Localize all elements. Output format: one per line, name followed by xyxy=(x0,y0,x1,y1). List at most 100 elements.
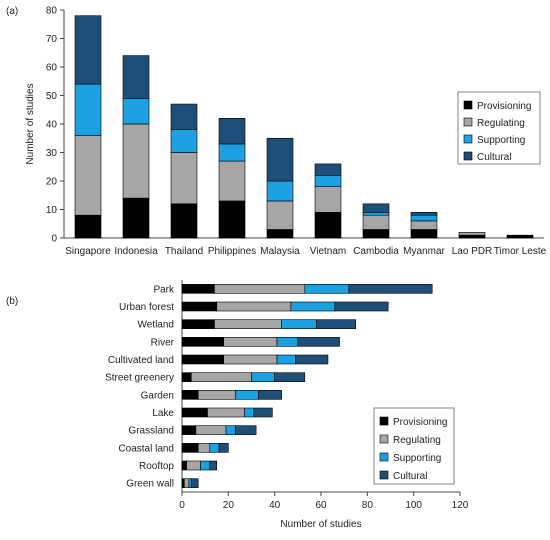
bar-cultivated-land-regulating xyxy=(223,354,278,365)
chart-a-legend-label-provisioning: Provisioning xyxy=(477,101,531,112)
chart-b-legend-swatch-provisioning xyxy=(379,416,389,426)
chart-b-y-tick-label: River xyxy=(151,337,175,348)
chart-a-x-tick-label: Vietnam xyxy=(310,246,347,257)
chart-a-x-tick-label: Lao PDR xyxy=(452,246,493,257)
chart-b-y-tick-label: Cultivated land xyxy=(108,355,174,366)
chart-a-y-axis-label: Number of studies xyxy=(25,83,36,164)
bar-grassland-provisioning xyxy=(181,425,197,435)
chart-a-legend-label-supporting: Supporting xyxy=(477,135,525,146)
chart-a-y-tick-label: 20 xyxy=(46,177,58,188)
bar-green-wall-cultural xyxy=(190,478,199,488)
chart-b-y-tick-label: Street greenery xyxy=(105,373,174,384)
bar-garden-supporting xyxy=(234,390,259,400)
bar-myanmar-provisioning xyxy=(410,229,438,239)
bar-singapore-regulating xyxy=(74,135,102,216)
chart-a-y-tick-label: 70 xyxy=(46,34,58,45)
bar-cambodia-regulating xyxy=(362,214,390,230)
bar-rooftop-cultural xyxy=(209,460,218,471)
chart-b-legend-swatch-regulating xyxy=(379,434,389,444)
bar-green-wall-regulating xyxy=(184,478,190,488)
chart-a-legend-swatch-supporting xyxy=(463,134,473,144)
bar-wetland-provisioning xyxy=(181,319,215,329)
bar-park-cultural xyxy=(348,284,433,294)
chart-a-y-tick-label: 10 xyxy=(46,205,58,216)
chart-a-legend-swatch-cultural xyxy=(463,151,473,161)
chart-b-y-tick-label: Rooftop xyxy=(139,461,174,472)
bar-philippines-supporting xyxy=(218,143,246,162)
bar-indonesia-regulating xyxy=(122,123,150,199)
chart-b-legend-label-provisioning: Provisioning xyxy=(393,417,447,428)
bar-cultivated-land-provisioning xyxy=(181,354,225,365)
chart-a-legend-label-regulating: Regulating xyxy=(477,118,525,129)
chart-a-x-tick-label: Cambodia xyxy=(353,246,399,257)
bar-street-greenery-supporting xyxy=(251,372,275,382)
bar-wetland-regulating xyxy=(214,319,282,329)
chart-b-x-tick-label: 0 xyxy=(179,500,185,511)
bar-river-provisioning xyxy=(181,337,225,347)
bar-vietnam-regulating xyxy=(314,186,342,213)
chart-a-y-tick-label: 50 xyxy=(46,91,58,102)
bar-garden-regulating xyxy=(197,390,236,400)
chart-b-y-tick-label: Wetland xyxy=(137,320,174,331)
bar-river-cultural xyxy=(297,337,340,347)
chart-b-legend-swatch-supporting xyxy=(379,452,389,462)
chart-a-x-tick-label: Singapore xyxy=(65,246,111,257)
chart-a-y-tick-label: 30 xyxy=(46,148,58,159)
bar-singapore-cultural xyxy=(74,15,102,85)
bar-wetland-supporting xyxy=(281,319,317,329)
chart-a-y-tick-label: 0 xyxy=(51,234,57,245)
chart-a-x-tick-label: Philippines xyxy=(208,246,256,257)
chart-b-y-tick-label: Grassland xyxy=(128,426,174,437)
chart-b-legend-swatch-cultural xyxy=(379,470,389,480)
chart-b-y-tick-label: Lake xyxy=(152,408,174,419)
chart-a-x-tick-label: Thailand xyxy=(165,246,203,257)
bar-garden-provisioning xyxy=(181,390,199,400)
bar-street-greenery-cultural xyxy=(274,372,306,382)
chart-a-x-tick-label: Myanmar xyxy=(403,246,445,257)
chart-a-legend: Provisioning Regulating Supporting Cultural xyxy=(457,91,541,165)
bar-coastal-land-regulating xyxy=(197,443,211,453)
panel-label-a: (a) xyxy=(6,6,18,17)
bar-grassland-cultural xyxy=(234,425,257,435)
bar-river-regulating xyxy=(223,337,278,347)
panel-label-b: (b) xyxy=(6,296,18,307)
chart-a-legend-swatch-regulating xyxy=(463,117,473,127)
bar-urban-forest-provisioning xyxy=(181,301,218,312)
bar-park-supporting xyxy=(304,284,350,294)
chart-b-legend-label-regulating: Regulating xyxy=(393,435,441,446)
bar-malaysia-supporting xyxy=(266,180,294,202)
bar-lake-supporting xyxy=(244,407,255,418)
bar-wetland-cultural xyxy=(316,319,357,329)
bar-rooftop-regulating xyxy=(186,460,201,471)
chart-b-x-axis-label: Number of studies xyxy=(280,519,361,530)
bar-indonesia-supporting xyxy=(122,98,150,125)
bar-myanmar-supporting xyxy=(410,214,438,222)
chart-b-x-tick-label: 20 xyxy=(223,500,235,511)
bar-malaysia-provisioning xyxy=(266,229,294,239)
bar-rooftop-supporting xyxy=(200,460,211,471)
chart-b-x-tick-label: 120 xyxy=(452,500,469,511)
bar-thailand-cultural xyxy=(170,103,198,131)
bar-thailand-supporting xyxy=(170,129,198,153)
bar-indonesia-cultural xyxy=(122,55,150,99)
chart-a-legend-swatch-provisioning xyxy=(463,100,473,110)
bar-vietnam-supporting xyxy=(314,175,342,188)
bar-cultivated-land-supporting xyxy=(276,354,296,365)
chart-b-y-tick-label: Urban forest xyxy=(119,302,174,313)
bar-cambodia-supporting xyxy=(362,212,390,216)
bar-myanmar-regulating xyxy=(410,220,438,230)
bar-street-greenery-regulating xyxy=(190,372,252,382)
chart-b-x-tick-label: 100 xyxy=(405,500,422,511)
chart-b-x-tick-label: 80 xyxy=(362,500,374,511)
chart-a-x-tick-label: Timor Leste xyxy=(494,246,547,257)
bar-park-regulating xyxy=(214,284,306,294)
bar-timor-leste-provisioning xyxy=(506,234,534,239)
chart-b-legend: Provisioning Regulating Supporting Cultural xyxy=(373,407,455,485)
bar-street-greenery-provisioning xyxy=(181,372,192,382)
bar-lao-pdr-regulating xyxy=(458,232,486,236)
bar-malaysia-cultural xyxy=(266,137,294,182)
bar-urban-forest-regulating xyxy=(216,301,292,312)
bar-lake-provisioning xyxy=(181,407,208,418)
bar-lake-regulating xyxy=(207,407,245,418)
